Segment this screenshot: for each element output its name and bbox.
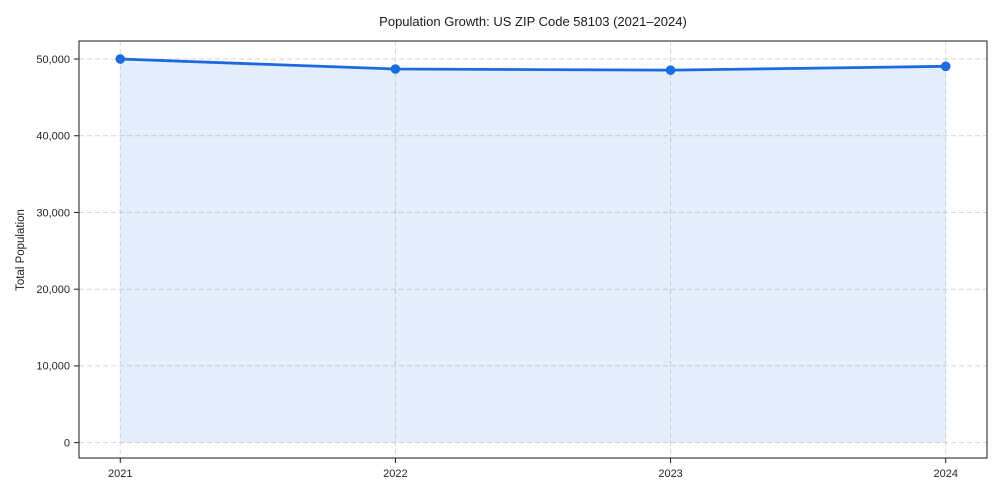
area-fill [120, 59, 946, 443]
series-layer [115, 54, 951, 443]
x-tick-label: 2021 [108, 468, 132, 480]
y-tick-label: 20,000 [36, 284, 70, 296]
y-axis-title: Total Population [15, 209, 27, 291]
axes-layer: 0 10,000 20,000 30,000 40,000 50,000 2021 2022 2… [36, 40, 988, 480]
grid-layer [79, 41, 987, 458]
x-tick-label: 2022 [383, 468, 407, 480]
data-point-2023 [665, 65, 676, 75]
y-tick-label: 40,000 [36, 131, 70, 143]
data-point-2022 [390, 64, 401, 74]
y-tick-label: 0 [64, 437, 70, 449]
data-point-2021 [115, 54, 126, 64]
y-tick-label: 30,000 [36, 207, 70, 219]
x-tick-label: 2024 [933, 468, 957, 480]
plot-border [78, 40, 988, 459]
y-tick-label: 10,000 [36, 361, 70, 373]
y-tick-label: 50,000 [36, 54, 70, 66]
x-tick-label: 2023 [658, 468, 682, 480]
chart-title: Population Growth: US ZIP Code 58103 (20… [379, 14, 687, 29]
trend-line [118, 57, 948, 72]
data-point-2024 [940, 61, 951, 72]
